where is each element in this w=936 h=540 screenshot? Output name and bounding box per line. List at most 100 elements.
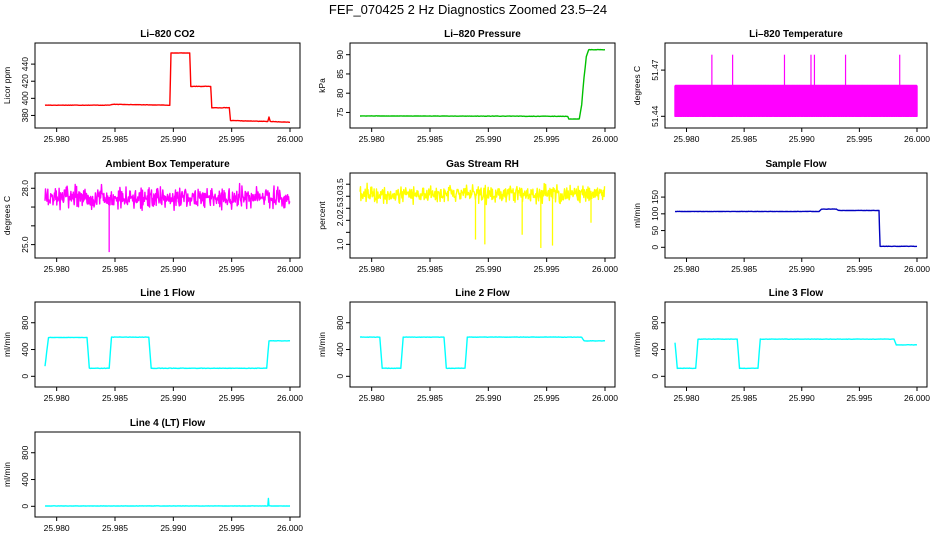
y-axis-label: ml/min [317, 332, 327, 357]
y-tick-label: 25.0 [20, 236, 30, 253]
y-tick-label: 1.0 [335, 238, 345, 250]
x-tick-label: 25.985 [731, 264, 757, 274]
series-line-sample-flow [674, 208, 918, 248]
y-tick-label: 400 [335, 342, 345, 356]
y-axis-label: kPa [317, 78, 327, 93]
chart-panel-1: Li–820 Pressure 25.980 25.985 25.990 25.995 2… [317, 29, 618, 144]
plot-frame [664, 172, 928, 259]
x-tick-label: 25.980 [359, 134, 385, 144]
y-tick-label: 150 [650, 190, 660, 204]
x-tick-label: 25.990 [789, 264, 815, 274]
y-tick-label: 3.0 [335, 190, 345, 202]
page-title: FEF_070425 2 Hz Diagnostics Zoomed 23.5–… [328, 2, 608, 17]
x-tick-label: 25.995 [534, 393, 560, 403]
x-tick-label: 25.995 [219, 393, 245, 403]
x-tick-label: 26.000 [904, 264, 930, 274]
chart-panel-2: Li–820 Temperature 25.980 25.985 25.990 25.9… [632, 29, 930, 144]
y-axis-label: ml/min [2, 462, 12, 487]
y-tick-label: 2.5 [335, 202, 345, 214]
x-tick-label: 25.995 [846, 134, 872, 144]
x-tick-label: 26.000 [277, 264, 303, 274]
plot-frame [664, 42, 928, 129]
y-tick-label: 28.0 [20, 180, 30, 197]
y-axis-label: ml/min [632, 332, 642, 357]
x-tick-label: 25.990 [475, 393, 501, 403]
x-tick-label: 25.980 [359, 393, 385, 403]
x-tick-label: 25.980 [44, 264, 70, 274]
x-tick-label: 25.980 [359, 264, 385, 274]
x-tick-label: 25.985 [102, 134, 128, 144]
chart-title: Li–820 Pressure [444, 29, 521, 40]
x-tick-label: 25.995 [846, 264, 872, 274]
plot-frame [34, 42, 301, 129]
y-tick-label: 85 [335, 69, 345, 79]
x-tick-label: 25.990 [160, 393, 186, 403]
x-tick-label: 25.980 [674, 393, 700, 403]
chart-title: Line 3 Flow [769, 288, 824, 299]
x-tick-label: 25.995 [534, 264, 560, 274]
x-tick-label: 26.000 [904, 134, 930, 144]
plot-frame [34, 172, 301, 259]
y-axis-label: percent [317, 201, 327, 230]
x-tick-label: 25.990 [160, 134, 186, 144]
series-line-line-1 [44, 336, 291, 370]
y-tick-label: 400 [20, 91, 30, 105]
y-tick-label: 80 [335, 88, 345, 98]
x-tick-label: 26.000 [277, 523, 303, 533]
y-tick-label: 400 [650, 342, 660, 356]
series-line-box-temperature [44, 182, 291, 211]
y-tick-label: 800 [20, 315, 30, 329]
x-tick-label: 25.990 [789, 134, 815, 144]
x-tick-label: 25.995 [219, 264, 245, 274]
y-tick-label: 2.0 [335, 214, 345, 226]
chart-panel-5: Sample Flow 25.980 25.985 25.990 25.995 26.00… [632, 159, 930, 274]
x-tick-label: 25.980 [44, 523, 70, 533]
chart-title: Line 1 Flow [140, 288, 195, 299]
y-tick-label: 440 [20, 57, 30, 71]
series-line-line-2 [359, 336, 606, 370]
y-axis-label: ml/min [632, 203, 642, 228]
x-tick-label: 26.000 [592, 264, 618, 274]
plot-frame [664, 301, 928, 388]
y-tick-label: 0 [335, 374, 345, 379]
x-tick-label: 25.990 [475, 264, 501, 274]
y-tick-label: 400 [20, 342, 30, 356]
x-tick-label: 25.980 [44, 393, 70, 403]
x-tick-label: 25.990 [160, 523, 186, 533]
y-tick-label: 51.47 [650, 59, 660, 81]
x-tick-label: 25.985 [731, 393, 757, 403]
x-tick-label: 25.985 [102, 393, 128, 403]
y-tick-label: 0 [20, 374, 30, 379]
series-line-temperature [674, 84, 918, 117]
chart-panel-4: Gas Stream RH 25.980 25.985 25.990 25.995 26.… [317, 159, 618, 274]
y-tick-label: 380 [20, 108, 30, 122]
chart-panel-9: Line 4 (LT) Flow 25.980 25.985 25.990 25.995… [2, 418, 303, 533]
chart-title: Li–820 Temperature [749, 29, 843, 40]
plot-frame [34, 301, 301, 388]
chart-title: Ambient Box Temperature [105, 159, 230, 170]
y-tick-label: 0 [20, 504, 30, 509]
chart-title: Line 2 Flow [455, 288, 510, 299]
x-tick-label: 25.995 [219, 523, 245, 533]
x-tick-label: 26.000 [592, 393, 618, 403]
y-tick-label: 400 [20, 472, 30, 486]
y-axis-label: ml/min [2, 332, 12, 357]
x-tick-label: 25.995 [534, 134, 560, 144]
y-tick-label: 0 [650, 245, 660, 250]
y-tick-label: 800 [650, 315, 660, 329]
y-axis-label: Licor ppm [2, 67, 12, 104]
chart-panel-0: Li–820 CO2 25.980 25.985 25.990 25.995 26.000… [2, 29, 303, 144]
x-tick-label: 25.985 [417, 134, 443, 144]
x-tick-label: 25.995 [219, 134, 245, 144]
y-axis-label: degrees C [2, 196, 12, 235]
series-line-co2 [44, 52, 290, 123]
x-tick-label: 25.985 [102, 264, 128, 274]
y-tick-label: 800 [335, 315, 345, 329]
chart-panel-6: Line 1 Flow 25.980 25.985 25.990 25.995 26.00… [2, 288, 303, 403]
x-tick-label: 25.990 [789, 393, 815, 403]
chart-title: Li–820 CO2 [140, 29, 195, 40]
series-line-line-4 [44, 497, 290, 507]
plot-frame [34, 431, 301, 518]
x-tick-label: 26.000 [277, 134, 303, 144]
